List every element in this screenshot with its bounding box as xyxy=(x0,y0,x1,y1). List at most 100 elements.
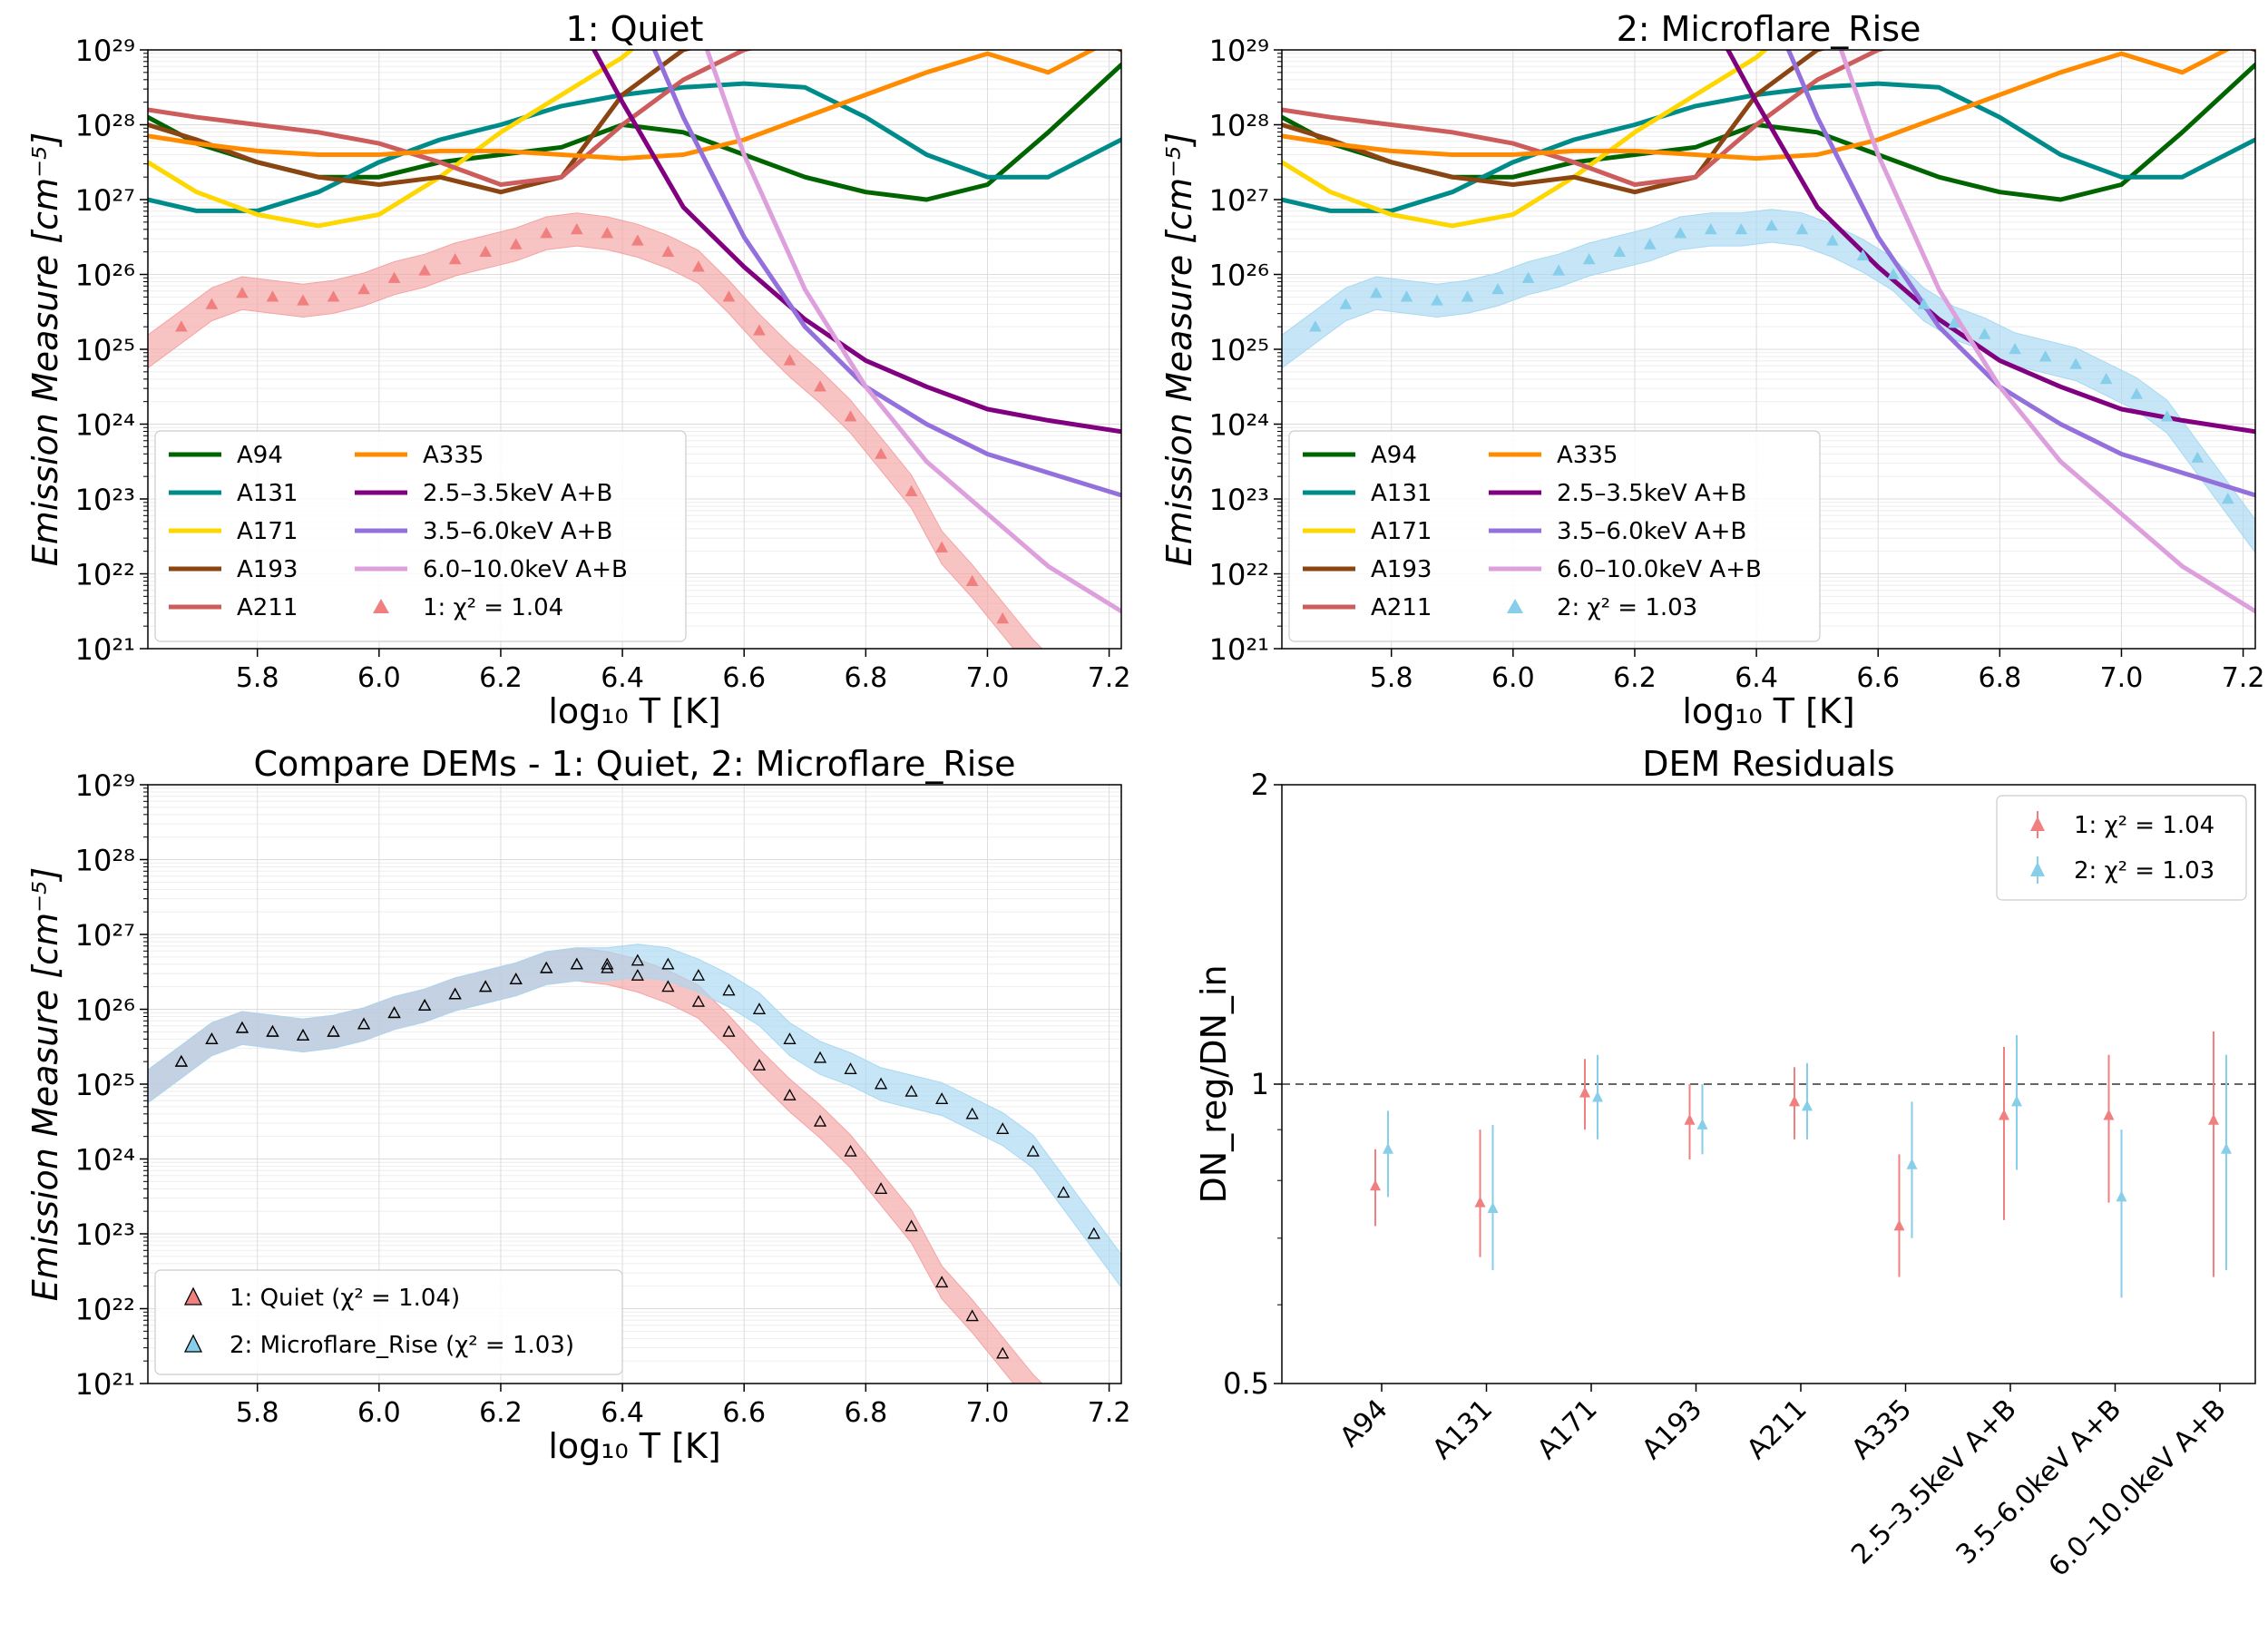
x-tick-label: 6.0 xyxy=(357,662,401,694)
x-axis-label: log₁₀ T [K] xyxy=(548,691,720,731)
x-tick-label: 6.4 xyxy=(601,1397,644,1429)
y-tick-label: 10²⁷ xyxy=(1209,183,1269,218)
dem-marker-2 xyxy=(570,957,583,970)
dem-marker-2 xyxy=(1026,1144,1040,1157)
dem-marker-2 xyxy=(1887,268,1900,279)
legend-label: 6.0–10.0keV A+B xyxy=(423,556,628,583)
legend-label: 3.5–6.0keV A+B xyxy=(1557,518,1746,545)
dem-band-1 xyxy=(148,212,1043,649)
em-loci-curve-A335 xyxy=(148,50,1098,161)
legend-label: 2.5–3.5keV A+B xyxy=(1557,480,1746,507)
x-tick-label: 6.8 xyxy=(1978,662,2021,694)
y-tick-label: 10²⁵ xyxy=(1209,333,1269,367)
dem-marker-2 xyxy=(1643,238,1657,249)
residual-marker-1 xyxy=(1370,1179,1381,1191)
y-tick-label: 10²³ xyxy=(1209,483,1269,517)
dem-marker-1 xyxy=(752,1059,767,1071)
dem-marker-2 xyxy=(601,957,614,970)
x-tick-label: A335 xyxy=(1845,1393,1918,1466)
dem-marker-2 xyxy=(1339,298,1353,309)
x-tick-label: 7.0 xyxy=(966,1397,1010,1429)
x-tick-label: 6.2 xyxy=(479,662,523,694)
dem-marker-2 xyxy=(479,980,493,993)
x-axis-label: log₁₀ T [K] xyxy=(548,1426,720,1466)
y-tick-label: 10²⁸ xyxy=(75,844,135,878)
legend-label: 2: Microflare_Rise (χ² = 1.03) xyxy=(230,1332,574,1359)
legend-label: 6.0–10.0keV A+B xyxy=(1557,556,1762,583)
dem-marker-2 xyxy=(205,1032,219,1044)
plot-area xyxy=(1282,50,2255,614)
legend: A94 A131 A171 A193 A211 A335 2.5–3.5keV A+B 3.5… xyxy=(154,430,687,642)
dem-marker-1 xyxy=(783,1089,797,1100)
dem-marker-2 xyxy=(2191,451,2204,463)
dem-band-2 xyxy=(148,944,1121,1288)
dem-marker-1 xyxy=(297,294,309,306)
x-tick-label: A193 xyxy=(1636,1393,1708,1466)
dem-marker-1 xyxy=(601,961,614,973)
legend-label: A335 xyxy=(1557,442,1618,469)
dem-marker-1 xyxy=(205,298,219,309)
x-tick-label: 7.2 xyxy=(2222,662,2265,694)
dem-marker-1 xyxy=(783,354,797,366)
y-tick-label: 10²¹ xyxy=(75,632,135,667)
x-tick-label: 6.0–10.0keV A+B xyxy=(2043,1393,2233,1583)
dem-marker-2 xyxy=(357,1017,371,1030)
legend-frame xyxy=(154,430,687,642)
dem-marker-2 xyxy=(874,1077,888,1090)
dem-marker-1 xyxy=(904,1219,918,1232)
x-tick-label: A94 xyxy=(1334,1393,1393,1453)
y-tick-label: 10²¹ xyxy=(1209,632,1269,667)
em-loci-curve-6.0–10.0keV A+B xyxy=(704,50,1121,614)
dem-marker-2 xyxy=(1613,245,1627,258)
dem-marker-1 xyxy=(904,484,918,497)
dem-marker-1 xyxy=(509,238,523,249)
dem-marker-2 xyxy=(1795,222,1809,235)
x-tick-label: 6.6 xyxy=(722,1397,766,1429)
panel-3: 5.8 6.0 6.2 6.4 6.6 6.8 7.0 7.2 10²¹ 10²² 10²³ 10²⁴… xyxy=(25,744,1131,1466)
dem-marker-2 xyxy=(1948,317,1960,328)
x-tick-label: 6.0 xyxy=(1491,662,1535,694)
dem-marker-1 xyxy=(691,994,706,1007)
y-tick-label: 10²⁸ xyxy=(75,109,135,143)
residual-marker-2 xyxy=(1906,1158,1918,1169)
dem-marker-1 xyxy=(996,1346,1010,1359)
dem-marker-1 xyxy=(722,290,736,302)
x-tick-label: 6.8 xyxy=(844,1397,887,1429)
x-tick-label: 5.8 xyxy=(236,662,279,694)
dem-marker-2 xyxy=(1431,294,1443,306)
residual-marker-1 xyxy=(1999,1109,2009,1120)
legend-frame xyxy=(154,1269,623,1375)
x-tick-label: 5.8 xyxy=(1370,662,1413,694)
dem-marker-1 xyxy=(874,1182,888,1194)
dem-marker-2 xyxy=(2160,410,2174,422)
dem-marker-1 xyxy=(236,287,249,298)
dem-marker-2 xyxy=(631,953,644,966)
plot-area xyxy=(148,50,1121,649)
legend-label: A335 xyxy=(423,442,484,469)
residual-marker-2 xyxy=(1592,1090,1603,1102)
dem-marker-2 xyxy=(509,973,523,984)
dem-marker-2 xyxy=(1309,320,1322,332)
dem-marker-2 xyxy=(1370,287,1383,298)
dem-marker-1 xyxy=(722,1024,736,1037)
x-tick-label: 7.2 xyxy=(1088,1397,1131,1429)
y-tick-label: 10²³ xyxy=(75,483,135,517)
legend-label: A131 xyxy=(237,480,298,507)
x-tick-label: 6.2 xyxy=(1613,662,1657,694)
dem-marker-2 xyxy=(1491,282,1504,295)
em-loci-curve-3.5–6.0keV A+B xyxy=(651,50,1121,498)
legend: 1: χ² = 1.04 2: χ² = 1.03 xyxy=(1996,795,2247,901)
dem-marker-1 xyxy=(661,245,675,258)
dem-marker-2 xyxy=(2221,492,2234,504)
dem-marker-2 xyxy=(2009,342,2021,355)
dem-marker-2 xyxy=(2099,372,2113,385)
dem-marker-2 xyxy=(752,1002,767,1014)
y-tick-label: 10²⁶ xyxy=(75,993,135,1028)
legend-label: A211 xyxy=(1371,594,1432,621)
dem-marker-1 xyxy=(844,1144,857,1157)
y-tick-label: 10²⁹ xyxy=(75,34,135,68)
legend-marker xyxy=(183,1334,203,1353)
dem-marker-2 xyxy=(904,1084,918,1097)
em-loci-curve-2.5–3.5keV A+B xyxy=(591,50,1121,435)
dem-marker-2 xyxy=(1461,290,1474,302)
